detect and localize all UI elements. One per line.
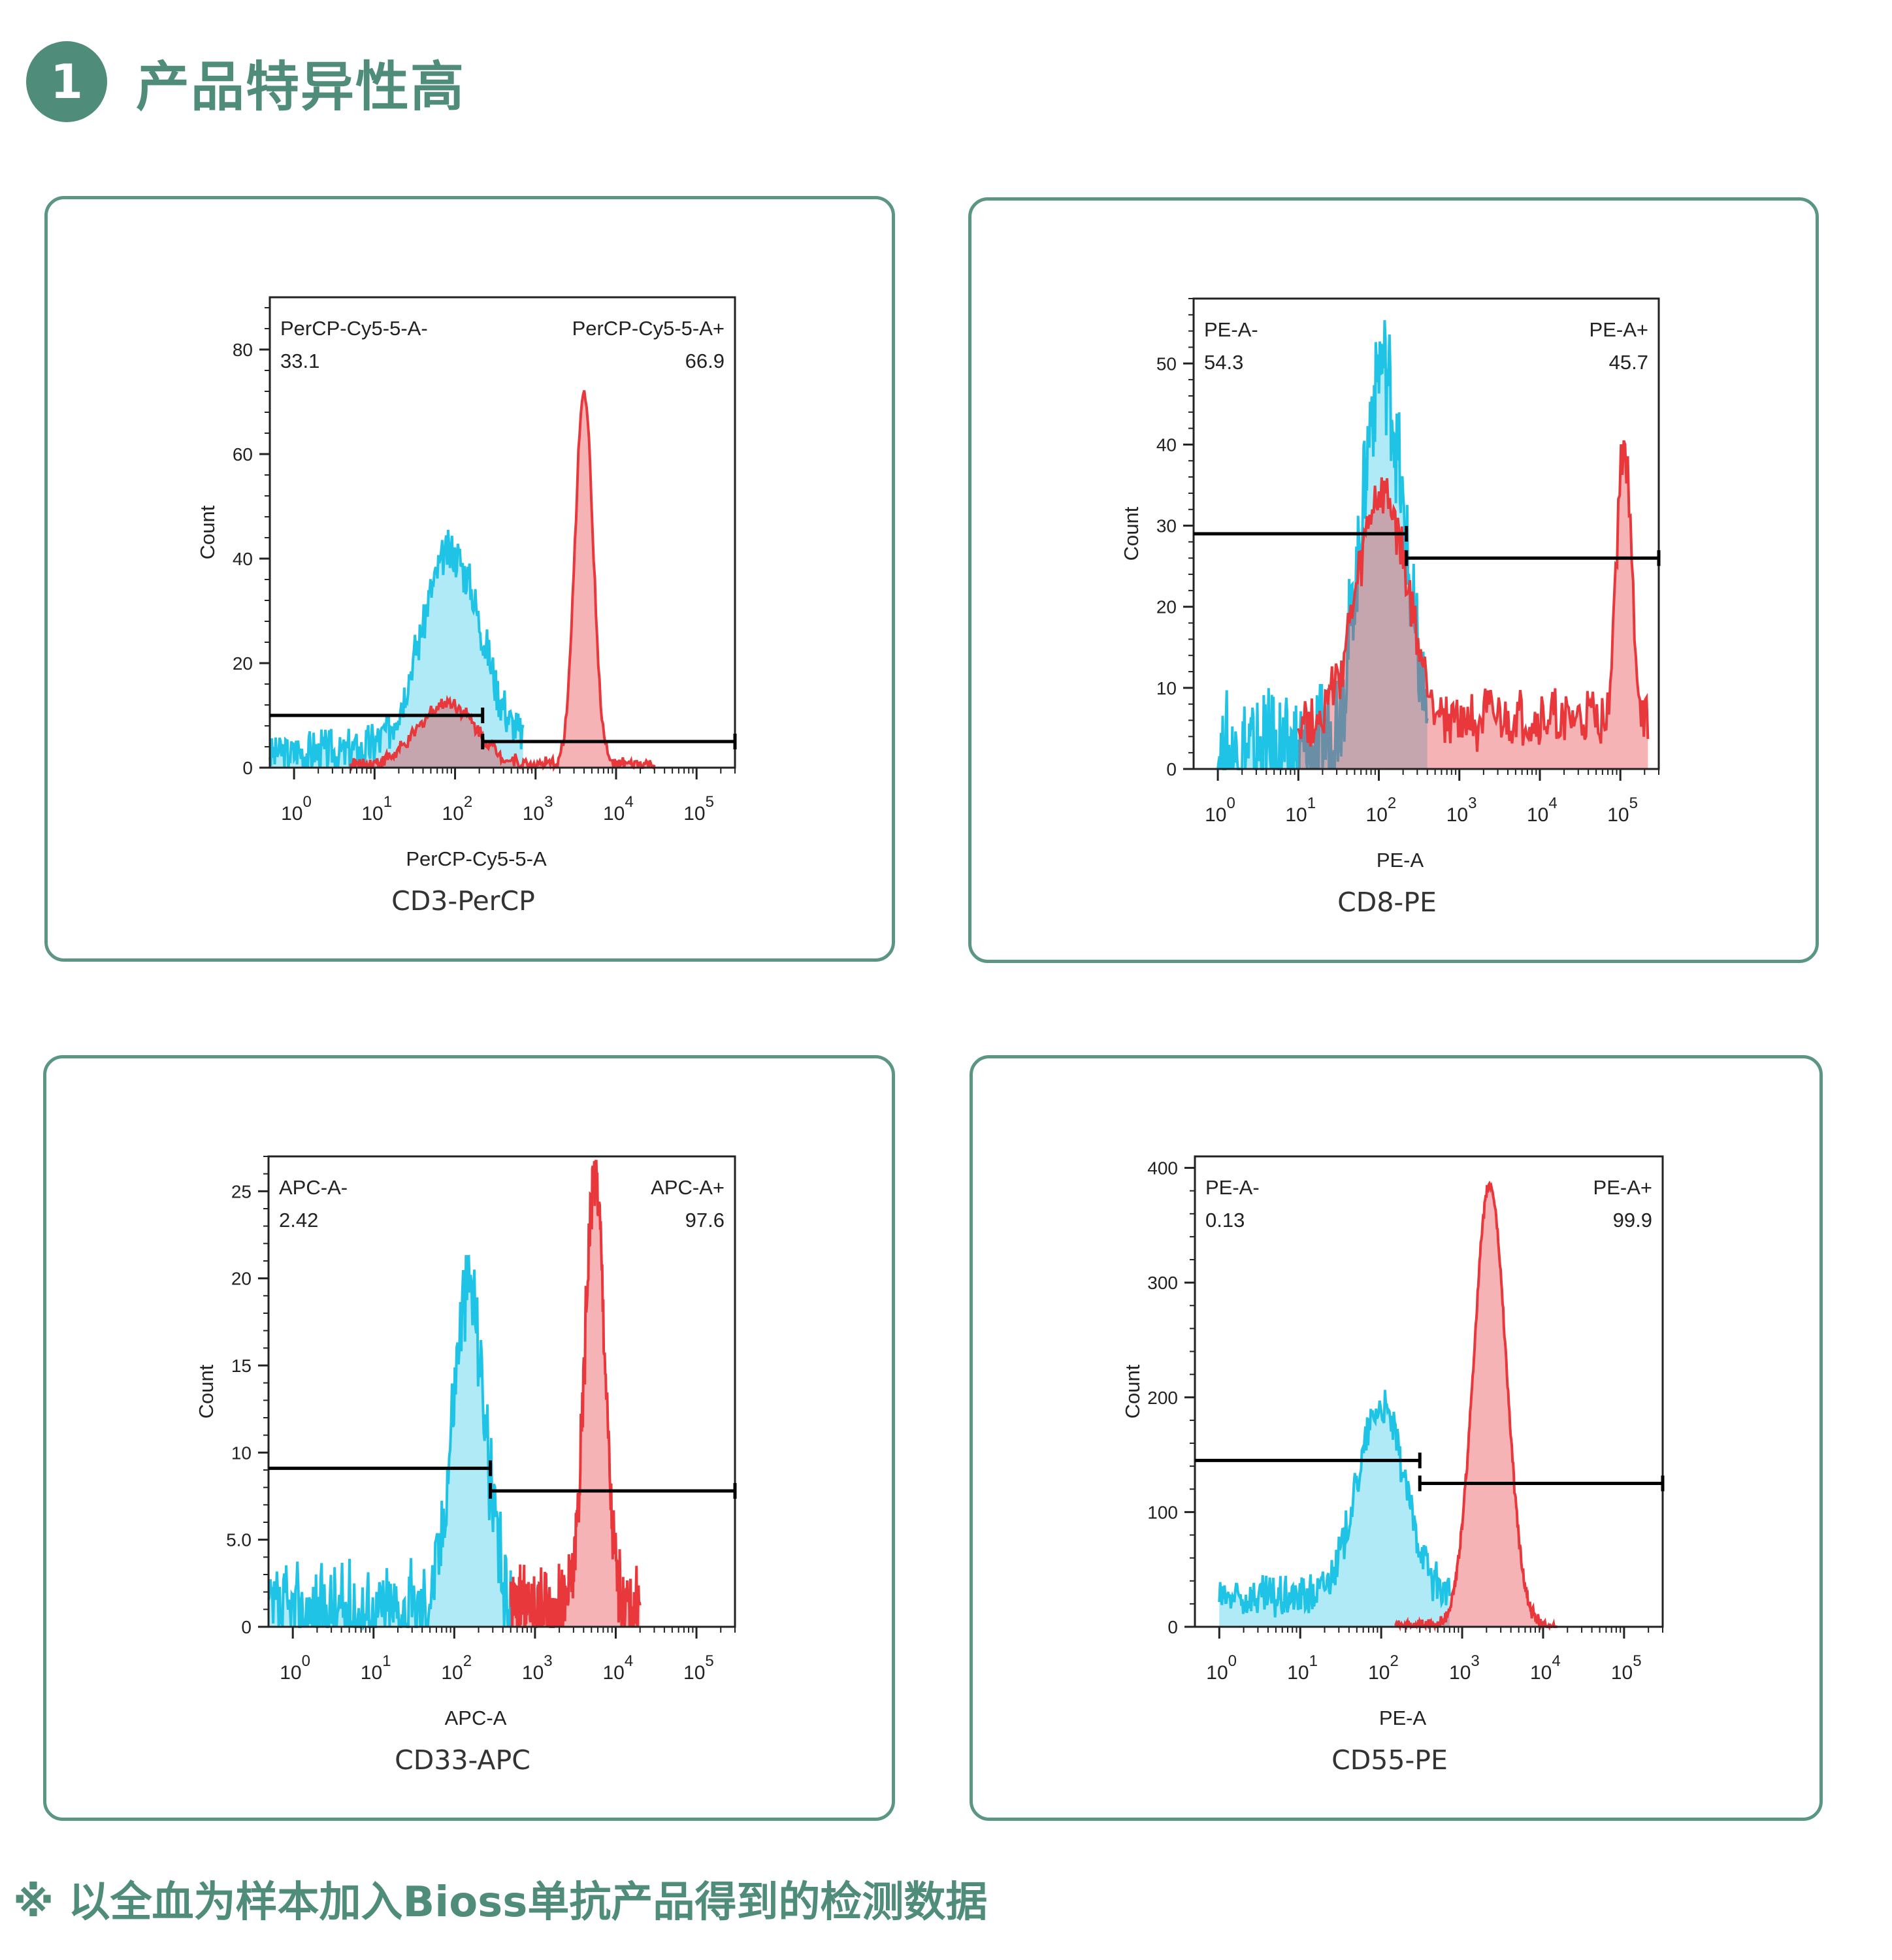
gate-percent-label: 45.7	[1609, 351, 1648, 374]
positive-population-line	[1297, 440, 1650, 752]
y-tick-label: 5.0	[226, 1530, 252, 1550]
section-number-badge: 1	[26, 41, 107, 122]
chart-panel-cd8: PE-A- 54.3 PE-A+ 45.7 0 10 20 30 40 50 100 101 102 10…	[968, 197, 1819, 963]
chart-caption: CD33-APC	[395, 1744, 530, 1776]
x-tick-label: 100	[281, 793, 312, 825]
gate-percent-label: 33.1	[280, 350, 319, 372]
x-tick-label: 102	[1366, 794, 1397, 826]
x-tick-label: 103	[1446, 794, 1477, 826]
y-axis-label: Count	[195, 1364, 218, 1418]
x-tick-label: 104	[602, 1652, 633, 1684]
section-header: 1 产品特异性高	[26, 39, 465, 124]
chart-panel-cd3: PerCP-Cy5-5-A- 33.1 PerCP-Cy5-5-A+ 66.9 0 20 4…	[44, 196, 895, 962]
gate-percent-label: 66.9	[685, 350, 725, 372]
footnote: ※ 以全血为样本加入Bioss单抗产品得到的检测数据	[13, 1878, 988, 1927]
x-tick-label: 102	[442, 793, 473, 825]
chart-caption: CD8-PE	[1337, 887, 1437, 918]
negative-population-line	[1218, 1390, 1451, 1618]
x-axis-label: PerCP-Cy5-5-A	[406, 847, 547, 870]
section-title: 产品特异性高	[136, 56, 466, 118]
x-tick-label: 105	[1611, 1652, 1642, 1684]
x-tick-label: 102	[441, 1652, 472, 1684]
y-axis-label: Count	[1121, 1364, 1144, 1418]
y-tick-label: 40	[233, 549, 253, 569]
x-tick-label: 101	[1287, 1652, 1318, 1684]
gate-name-label: APC-A-	[279, 1176, 348, 1199]
gate-percent-label: 0.13	[1205, 1209, 1245, 1232]
y-tick-label: 10	[1156, 678, 1177, 698]
x-tick-label: 105	[1607, 794, 1638, 826]
y-tick-label: 0	[242, 758, 253, 778]
x-tick-label: 102	[1368, 1652, 1399, 1684]
y-tick-label: 50	[1156, 353, 1177, 374]
positive-population-line	[509, 1160, 642, 1628]
y-tick-label: 400	[1147, 1158, 1178, 1179]
x-tick-label: 101	[1285, 794, 1316, 826]
gate-name-label: PerCP-Cy5-5-A+	[572, 317, 725, 340]
x-tick-label: 103	[1449, 1652, 1480, 1684]
x-tick-label: 104	[1530, 1652, 1561, 1684]
chart-caption: CD3-PerCP	[391, 885, 535, 917]
gate-name-label: PE-A+	[1593, 1176, 1652, 1199]
y-tick-label: 0	[241, 1617, 252, 1637]
y-tick-label: 0	[1167, 1617, 1178, 1637]
gate-name-label: PerCP-Cy5-5-A-	[280, 317, 428, 340]
x-axis-label: APC-A	[445, 1707, 507, 1729]
gate-percent-label: 54.3	[1204, 351, 1243, 374]
x-tick-label: 104	[1527, 794, 1558, 826]
gate-name-label: APC-A+	[651, 1176, 725, 1199]
y-tick-label: 40	[1156, 434, 1177, 455]
histogram-chart: APC-A- 2.42 APC-A+ 97.6 0 5.0 10 15 20 25 100 101 10…	[195, 1155, 737, 1776]
gate-name-label: PE-A-	[1204, 318, 1258, 341]
x-tick-label: 100	[1206, 1652, 1237, 1684]
y-axis-label: Count	[1120, 506, 1143, 561]
chart-panel-cd55: PE-A- 0.13 PE-A+ 99.9 0 100 200 300 400 100 101 102…	[970, 1055, 1823, 1821]
y-tick-label: 20	[231, 1269, 252, 1289]
y-tick-label: 25	[231, 1181, 252, 1201]
positive-population-area	[510, 1161, 640, 1627]
positive-population-line	[1394, 1181, 1558, 1632]
x-tick-label: 105	[683, 793, 714, 825]
x-tick-label: 104	[603, 793, 634, 825]
y-tick-label: 300	[1147, 1273, 1178, 1293]
positive-population-line	[349, 390, 656, 772]
y-tick-label: 100	[1147, 1502, 1178, 1522]
gate-percent-label: 99.9	[1613, 1209, 1652, 1232]
y-tick-label: 30	[1156, 516, 1177, 536]
y-tick-label: 10	[231, 1443, 252, 1463]
y-tick-label: 0	[1166, 759, 1177, 779]
negative-population-area	[1219, 1390, 1450, 1627]
histogram-chart: PerCP-Cy5-5-A- 33.1 PerCP-Cy5-5-A+ 66.9 0 20 4…	[196, 296, 737, 917]
x-tick-label: 103	[522, 1652, 553, 1684]
y-tick-label: 20	[1156, 597, 1177, 617]
y-tick-label: 80	[233, 340, 253, 360]
y-axis-label: Count	[196, 505, 219, 559]
histogram-chart: PE-A- 54.3 PE-A+ 45.7 0 10 20 30 40 50 100 101 102 10…	[1120, 297, 1661, 918]
x-tick-label: 103	[523, 793, 553, 825]
y-tick-label: 20	[233, 653, 253, 674]
x-tick-label: 100	[280, 1652, 310, 1684]
x-tick-label: 101	[361, 1652, 391, 1684]
chart-panel-cd33: APC-A- 2.42 APC-A+ 97.6 0 5.0 10 15 20 25 100 101 10…	[43, 1055, 895, 1821]
gate-percent-label: 97.6	[685, 1209, 725, 1232]
negative-population-line	[269, 529, 525, 770]
x-tick-label: 101	[361, 793, 392, 825]
x-axis-label: PE-A	[1379, 1707, 1427, 1729]
y-tick-label: 15	[231, 1356, 252, 1376]
gate-name-label: PE-A+	[1590, 318, 1648, 341]
negative-population-area	[1218, 320, 1427, 769]
histogram-chart: PE-A- 0.13 PE-A+ 99.9 0 100 200 300 400 100 101 102…	[1121, 1155, 1665, 1776]
chart-caption: CD55-PE	[1331, 1744, 1448, 1776]
gate-percent-label: 2.42	[279, 1209, 318, 1232]
positive-population-area	[1298, 440, 1648, 769]
x-axis-label: PE-A	[1377, 849, 1424, 872]
y-tick-label: 200	[1147, 1388, 1178, 1408]
x-tick-label: 100	[1205, 794, 1235, 826]
plot-frame	[269, 296, 736, 769]
y-tick-label: 60	[233, 444, 253, 465]
negative-population-area	[269, 1255, 511, 1627]
gate-name-label: PE-A-	[1205, 1176, 1260, 1199]
x-tick-label: 105	[683, 1652, 714, 1684]
